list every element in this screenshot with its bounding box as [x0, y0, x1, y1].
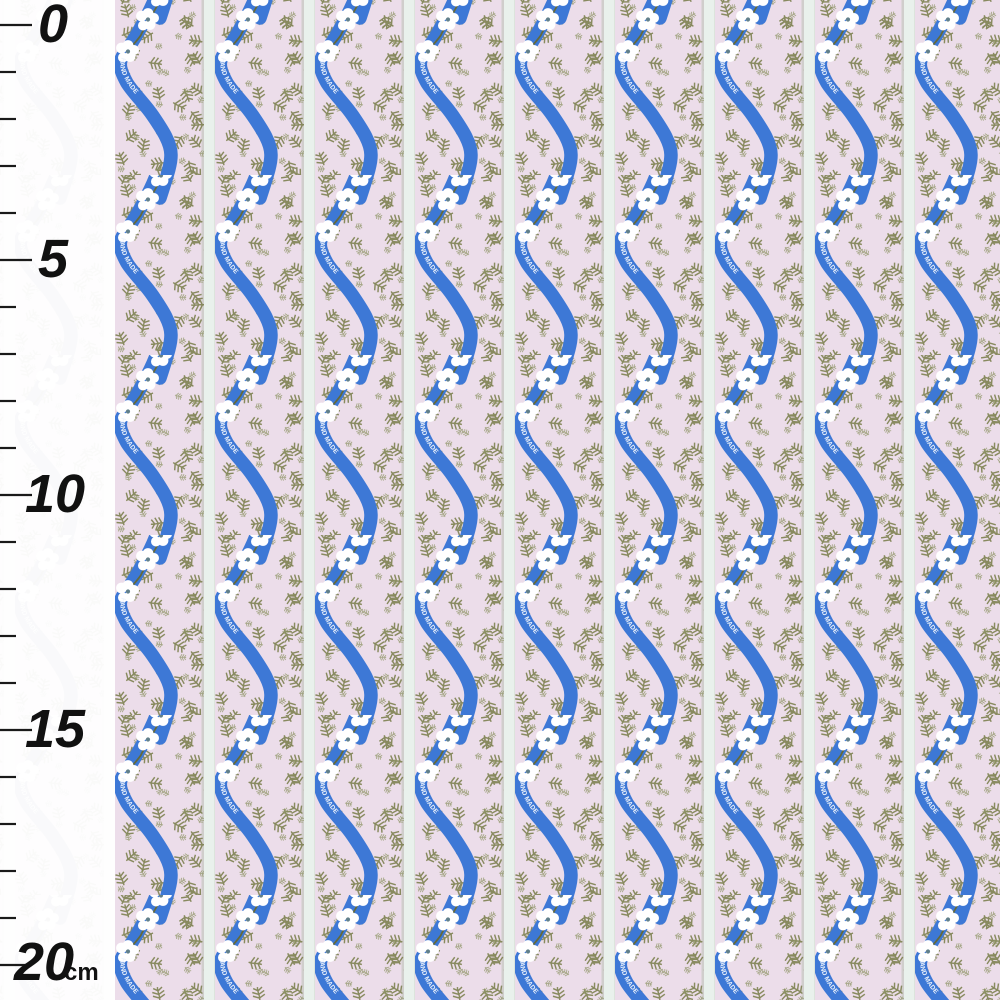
svg-text:15: 15 [25, 699, 86, 759]
svg-text:0: 0 [38, 0, 68, 54]
svg-text:cm: cm [64, 959, 99, 986]
svg-text:10: 10 [25, 464, 85, 524]
svg-text:5: 5 [38, 229, 69, 289]
